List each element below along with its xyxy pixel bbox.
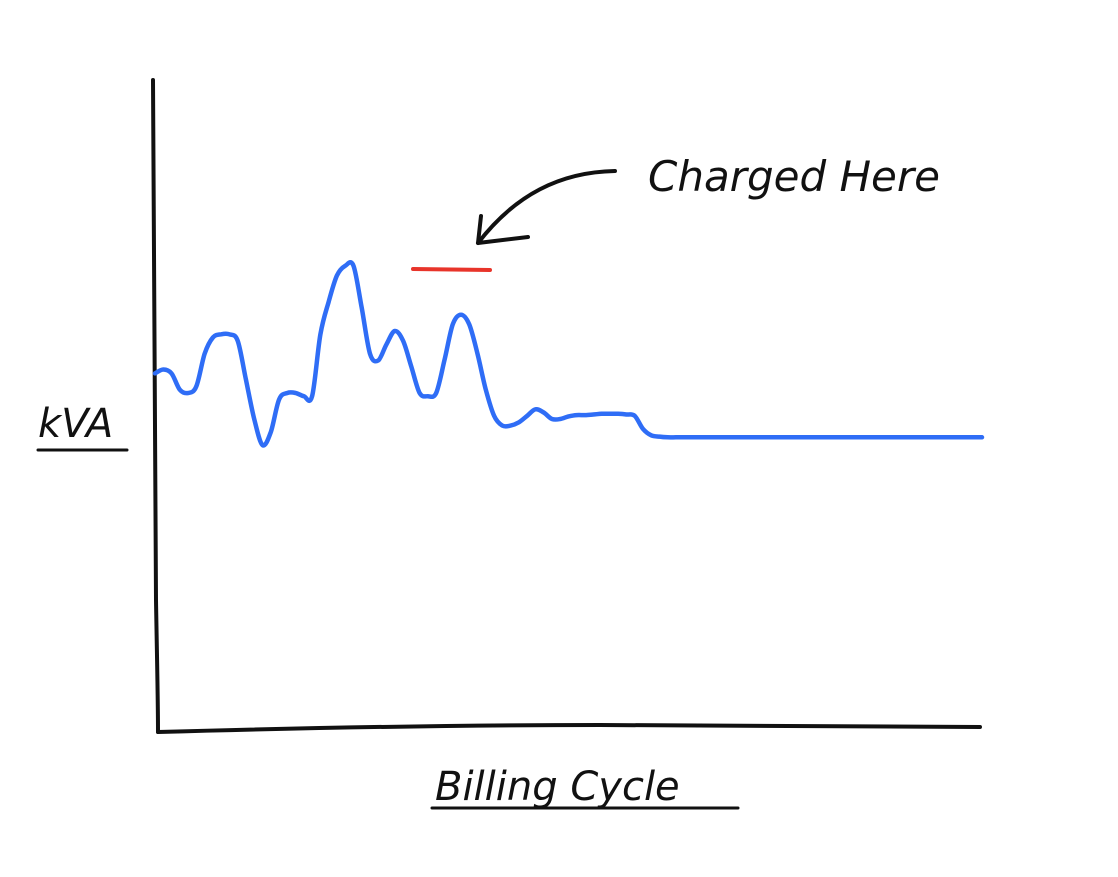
series-line-1 xyxy=(152,260,985,448)
x-axis-label: Billing Cycle xyxy=(435,764,680,810)
y-axis xyxy=(151,78,160,734)
axes xyxy=(151,78,982,734)
series-group xyxy=(152,260,985,448)
annotation: Charged Here xyxy=(411,152,940,272)
annotation-label: Charged Here xyxy=(648,152,940,201)
y-axis-label: kVA xyxy=(38,401,113,447)
axis-labels: kVA Billing Cycle xyxy=(36,401,740,810)
annotation-arrowhead xyxy=(476,214,530,245)
annotation-arrow xyxy=(476,169,617,245)
x-axis xyxy=(156,723,982,734)
peak-charge-marker xyxy=(411,267,492,272)
